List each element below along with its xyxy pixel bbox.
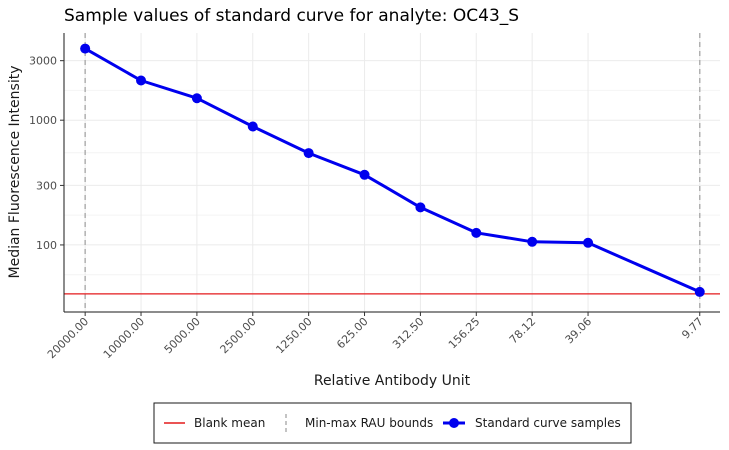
x-tick-label-5: 625.00 xyxy=(334,315,370,351)
x-tick-label-3: 2500.00 xyxy=(218,315,259,356)
data-point-10 xyxy=(694,286,705,297)
standard-curve-line xyxy=(84,47,701,294)
y-tick-label-2: 1000 xyxy=(29,114,57,127)
x-axis-ticks: 20000.00 10000.00 5000.00 2500.00 1250.00 625… xyxy=(45,312,706,361)
y-tick-label-3: 3000 xyxy=(29,55,57,68)
legend-box xyxy=(153,402,632,444)
x-tick-label-2: 5000.00 xyxy=(162,315,203,356)
data-point-0 xyxy=(80,43,91,54)
x-tick-label-7: 156.25 xyxy=(446,315,482,351)
data-point-9 xyxy=(583,237,594,248)
data-point-1 xyxy=(136,75,147,86)
x-axis-title: Relative Antibody Unit xyxy=(314,373,471,389)
data-point-8 xyxy=(527,236,538,247)
legend-blank-mean-label: Blank mean xyxy=(194,416,265,430)
legend-standard-curve-label: Standard curve samples xyxy=(475,416,621,430)
data-point-2 xyxy=(191,93,202,104)
x-tick-label-10: 9.77 xyxy=(679,315,706,342)
x-tick-label-9: 39.06 xyxy=(563,315,594,346)
data-point-4 xyxy=(303,148,314,159)
chart-title: Sample values of standard curve for anal… xyxy=(64,6,519,26)
y-axis-title: Median Fluorescence Intensity xyxy=(7,66,23,279)
x-tick-label-4: 1250.00 xyxy=(273,315,314,356)
rau-bounds-lines xyxy=(84,33,701,312)
x-tick-label-6: 312.50 xyxy=(390,315,426,351)
grid-lines xyxy=(64,33,720,312)
y-axis-ticks: 100 300 1000 3000 xyxy=(29,55,64,252)
y-tick-label-0: 100 xyxy=(36,239,57,252)
data-point-3 xyxy=(247,121,258,132)
data-point-5 xyxy=(359,169,370,180)
y-tick-label-1: 300 xyxy=(36,179,57,192)
legend-rau-bounds-label: Min-max RAU bounds xyxy=(305,416,433,430)
data-point-7 xyxy=(471,227,482,238)
x-tick-label-8: 78.12 xyxy=(507,315,538,346)
legend: Blank mean Min-max RAU bounds Standard c… xyxy=(153,402,632,444)
x-tick-label-0: 20000.00 xyxy=(45,315,91,361)
standard-curve-series xyxy=(80,43,705,297)
x-tick-label-1: 10000.00 xyxy=(101,315,147,361)
data-point-6 xyxy=(415,202,426,213)
axes xyxy=(63,33,720,313)
legend-standard-curve-key-marker xyxy=(449,418,459,428)
